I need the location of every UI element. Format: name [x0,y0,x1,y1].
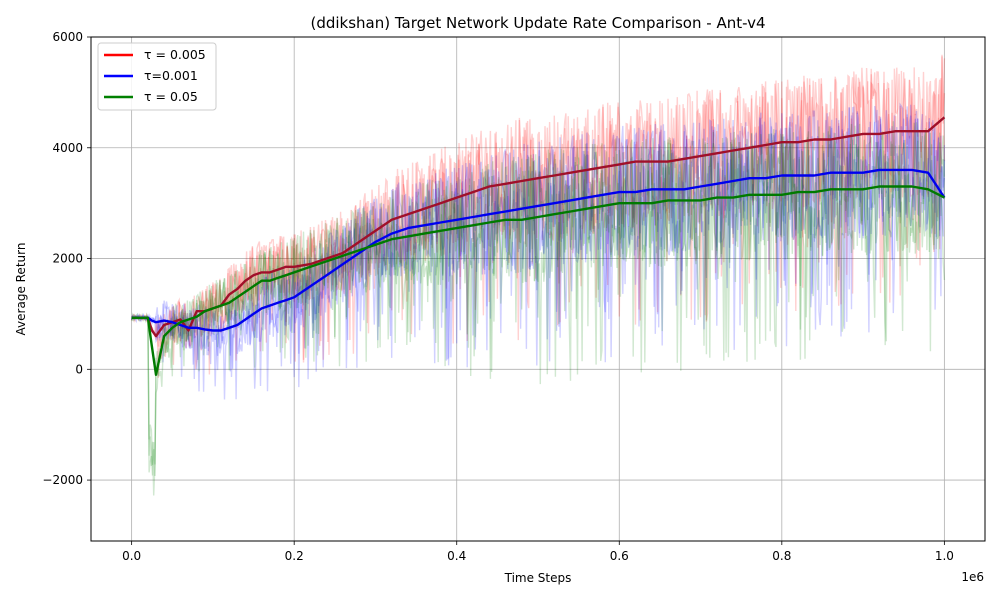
run-trace-0 [130,58,946,375]
run-trace-1 [131,106,946,400]
legend-box [97,42,217,111]
x-tick-label: 1.0 [935,549,954,563]
run-trace-2 [130,122,946,476]
legend-label: τ = 0.005 [144,47,206,62]
y-tick-label: 4000 [52,141,83,155]
y-tick-label: 2000 [52,252,83,266]
plot-frame [90,36,986,542]
run-trace-1 [130,107,946,387]
x-tick-label: 0.8 [772,549,791,563]
x-offset-label: 1e6 [961,570,984,584]
legend: τ = 0.005 τ=0.001 τ = 0.05 [97,42,217,111]
legend-label: τ=0.001 [144,68,198,83]
chart-title: (ddikshan) Target Network Update Rate Co… [310,14,765,32]
run-trace-2 [130,125,946,496]
run-trace-2 [131,121,946,477]
y-axis-label: Average Return [14,243,28,336]
x-tick-label: 0.2 [285,549,304,563]
line-layer [131,116,946,376]
legend-label: τ = 0.05 [144,89,198,104]
series-mean-line-2 [131,185,945,376]
band-layer [130,54,946,496]
series-mean-line-1 [131,168,946,332]
y-tick-label: −2000 [42,473,83,487]
y-tick-label: 0 [75,362,83,376]
y-tick-label: 6000 [52,30,83,44]
x-tick-label: 0.4 [447,549,466,563]
x-axis-label: Time Steps [504,571,572,585]
x-tick-label: 0.6 [610,549,629,563]
y-tick-layer: −2000 0 2000 4000 6000 [42,30,91,487]
x-tick-label: 0.0 [122,549,141,563]
run-trace-0 [131,56,946,379]
x-tick-layer: 0.0 0.2 0.4 0.6 0.8 1.0 [122,541,954,563]
